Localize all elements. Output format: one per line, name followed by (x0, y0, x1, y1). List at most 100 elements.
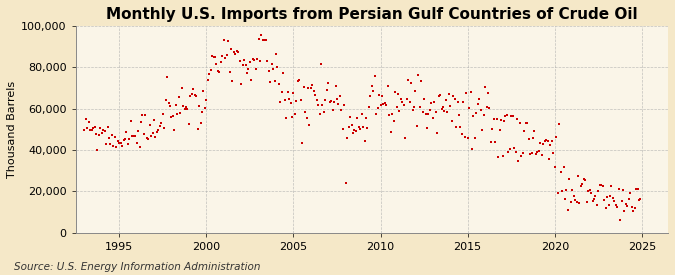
Point (502, 113, 512, 117)
Point (335, 94, 346, 98)
Point (600, 206, 611, 210)
Point (265, 80, 275, 84)
Point (196, 110, 207, 114)
Point (560, 197, 570, 201)
Point (300, 109, 310, 114)
Point (632, 187, 643, 191)
Point (338, 127, 348, 132)
Point (201, 97, 212, 102)
Point (433, 94, 444, 98)
Point (630, 187, 641, 192)
Point (244, 60, 255, 65)
Point (273, 82, 284, 86)
Point (148, 118, 159, 122)
Point (144, 122, 155, 127)
Point (90, 132, 101, 136)
Point (105, 141, 116, 146)
Point (388, 119, 399, 124)
Point (593, 189, 603, 194)
Point (302, 85, 313, 90)
Point (375, 103, 386, 107)
Point (605, 194, 616, 198)
Point (471, 111, 482, 116)
Point (108, 143, 119, 148)
Point (513, 159, 524, 163)
Point (126, 119, 136, 123)
Point (387, 112, 398, 117)
Point (464, 105, 475, 110)
Point (368, 89, 379, 93)
Point (194, 104, 205, 108)
Point (333, 101, 344, 106)
Point (468, 114, 479, 119)
Point (490, 140, 501, 145)
Point (336, 107, 347, 112)
Point (288, 91, 299, 96)
Point (422, 125, 433, 130)
Point (310, 93, 321, 97)
Point (128, 133, 139, 138)
Point (218, 37, 229, 42)
Point (389, 90, 400, 94)
Point (552, 191, 563, 195)
Point (314, 112, 325, 116)
Point (141, 136, 152, 141)
Point (470, 136, 481, 141)
Point (480, 85, 491, 89)
Title: Monthly U.S. Imports from Persian Gulf Countries of Crude Oil: Monthly U.S. Imports from Persian Gulf C… (106, 7, 638, 22)
Point (495, 118, 506, 122)
Point (574, 201, 585, 205)
Point (437, 104, 448, 109)
Point (284, 97, 294, 101)
Point (234, 59, 245, 63)
Point (393, 92, 404, 97)
Point (247, 57, 258, 61)
Point (365, 94, 376, 98)
Point (538, 142, 549, 146)
Point (159, 125, 169, 130)
Point (326, 99, 337, 103)
Point (111, 144, 122, 149)
Point (304, 123, 315, 127)
Point (213, 69, 223, 73)
Point (292, 79, 303, 84)
Point (404, 100, 415, 104)
Point (214, 70, 225, 74)
Point (89, 125, 100, 130)
Point (436, 107, 447, 111)
Point (175, 111, 186, 115)
Point (618, 187, 628, 192)
Point (165, 103, 176, 108)
Point (134, 145, 145, 149)
Point (275, 100, 286, 104)
Point (258, 38, 269, 42)
Point (528, 136, 539, 140)
Point (266, 62, 277, 66)
Point (629, 206, 640, 210)
Point (494, 128, 505, 132)
Point (509, 146, 520, 150)
Point (80, 116, 91, 121)
Point (412, 123, 423, 128)
Point (374, 93, 385, 97)
Point (307, 83, 318, 87)
Point (612, 205, 622, 209)
Point (342, 136, 352, 140)
Point (291, 99, 302, 103)
Point (285, 101, 296, 105)
Point (364, 105, 375, 109)
Point (425, 108, 435, 112)
Point (182, 106, 193, 111)
Point (220, 56, 231, 60)
Point (198, 89, 209, 94)
Point (313, 103, 323, 108)
Point (529, 129, 540, 133)
Point (561, 188, 572, 192)
Point (456, 132, 467, 136)
Point (358, 125, 369, 129)
Point (282, 90, 293, 94)
Point (416, 78, 427, 83)
Point (205, 68, 216, 72)
Point (319, 109, 329, 114)
Point (221, 53, 232, 57)
